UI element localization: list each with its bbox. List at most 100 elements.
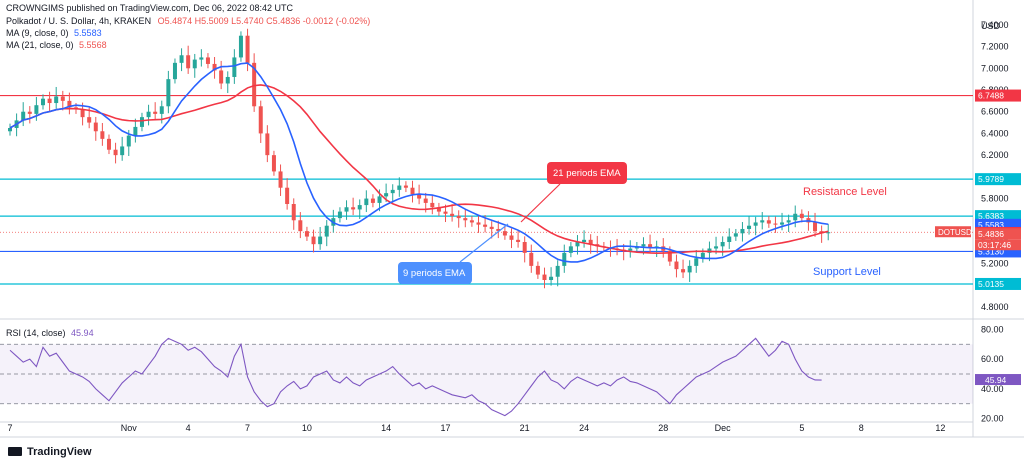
candle-body xyxy=(463,218,468,221)
rsi-tick-label: 60.00 xyxy=(981,354,1004,364)
time-tick-label: 21 xyxy=(520,423,530,433)
candle-body xyxy=(714,246,719,249)
ma21-legend[interactable]: MA (21, close, 0) 5.5568 xyxy=(6,39,107,51)
candle-body xyxy=(153,111,158,114)
time-tick-label: 14 xyxy=(381,423,391,433)
candle-body xyxy=(516,239,521,242)
candle-body xyxy=(430,202,435,208)
ema21-callout-label: 21 periods EMA xyxy=(553,168,621,179)
rsi-tick-label: 20.00 xyxy=(981,414,1004,424)
candle-body xyxy=(100,131,105,139)
candle-body xyxy=(159,106,164,114)
candle-body xyxy=(364,198,369,206)
level-tag xyxy=(975,173,1021,186)
level-tag-label: 6.7488 xyxy=(978,91,1004,101)
candle-body xyxy=(172,62,177,80)
candle-body xyxy=(120,146,125,156)
time-tick-label: Dec xyxy=(715,423,732,433)
ema9-callout-label: 9 periods EMA xyxy=(403,268,466,279)
candle-body xyxy=(456,215,461,219)
candle-body xyxy=(674,261,679,270)
candle-body xyxy=(351,207,356,210)
brand-footer[interactable]: TradingView xyxy=(8,446,92,458)
candle-body xyxy=(529,252,534,266)
candle-body xyxy=(483,224,488,227)
candle-body xyxy=(80,109,85,118)
candle-body xyxy=(733,233,738,237)
candle-body xyxy=(370,198,375,203)
candle-body xyxy=(766,220,771,224)
candle-body xyxy=(568,246,573,253)
ma9-label: MA (9, close, 0) xyxy=(6,28,69,38)
candle-body xyxy=(694,258,699,266)
candle-body xyxy=(271,155,276,172)
candle-body xyxy=(384,193,389,197)
resistance-label: Resistance Level xyxy=(803,186,887,198)
price-tick-label: 4.8000 xyxy=(981,302,1009,312)
tradingview-logo-icon xyxy=(8,447,22,456)
candle-body xyxy=(641,244,646,247)
candle-body xyxy=(199,57,204,60)
ma9-value: 5.5583 xyxy=(74,28,102,38)
rsi-value: 45.94 xyxy=(71,328,94,338)
candle-body xyxy=(555,265,560,277)
candle-body xyxy=(285,187,290,204)
candle-body xyxy=(252,62,257,107)
brand-name: TradingView xyxy=(27,446,92,458)
time-tick-label: 8 xyxy=(859,423,864,433)
ohlc-values: O5.4874 H5.5009 L5.4740 C5.4836 -0.0012 … xyxy=(157,16,371,26)
candle-body xyxy=(423,198,428,203)
time-tick-label: Nov xyxy=(121,423,138,433)
rsi-tick-label: 80.00 xyxy=(981,324,1004,334)
candle-body xyxy=(54,96,59,104)
candle-body xyxy=(225,76,230,84)
price-tick-label: 7.0000 xyxy=(981,63,1009,73)
candle-body xyxy=(535,265,540,275)
candle-body xyxy=(212,63,217,71)
candle-body xyxy=(786,220,791,223)
candle-body xyxy=(403,185,408,188)
candle-body xyxy=(87,117,92,123)
candle-body xyxy=(681,269,686,273)
time-tick-label: 12 xyxy=(935,423,945,433)
candle-body xyxy=(469,220,474,223)
candle-body xyxy=(450,213,455,216)
candle-body xyxy=(113,149,118,156)
candle-body xyxy=(687,265,692,273)
price-tick-label: 6.4000 xyxy=(981,128,1009,138)
level-tag-label: 5.6383 xyxy=(978,211,1004,221)
candle-body xyxy=(34,105,39,114)
ma9-line xyxy=(9,62,829,263)
candle-body xyxy=(60,96,65,101)
rsi-tick-label: 40.00 xyxy=(981,384,1004,394)
ma21-value: 5.5568 xyxy=(79,40,107,50)
candle-body xyxy=(727,236,732,242)
price-tick-label: 6.2000 xyxy=(981,150,1009,160)
candle-body xyxy=(502,231,507,236)
price-tick-label: 5.8000 xyxy=(981,194,1009,204)
candle-body xyxy=(21,111,26,121)
candle-body xyxy=(417,194,422,199)
price-tick-label: 6.6000 xyxy=(981,107,1009,117)
ma9-legend[interactable]: MA (9, close, 0) 5.5583 xyxy=(6,27,102,39)
candle-body xyxy=(562,252,567,266)
candle-body xyxy=(47,98,52,104)
candle-body xyxy=(793,213,798,221)
rsi-line xyxy=(9,337,822,417)
price-tick-label: 7.2000 xyxy=(981,42,1009,52)
candle-body xyxy=(278,171,283,188)
candle-body xyxy=(522,242,527,253)
candle-body xyxy=(773,223,778,225)
candle-body xyxy=(139,117,144,127)
publisher-line: CROWNGIMS published on TradingView.com, … xyxy=(6,3,293,13)
time-tick-label: 4 xyxy=(186,423,191,433)
symbol-title[interactable]: Polkadot / U. S. Dollar, 4h, KRAKEN xyxy=(6,16,152,26)
candle-body xyxy=(826,232,831,234)
candle-body xyxy=(436,207,441,212)
candle-body xyxy=(304,231,309,237)
candle-body xyxy=(179,55,184,63)
rsi-legend[interactable]: RSI (14, close) 45.94 xyxy=(6,327,94,339)
ma21-line xyxy=(9,84,829,254)
